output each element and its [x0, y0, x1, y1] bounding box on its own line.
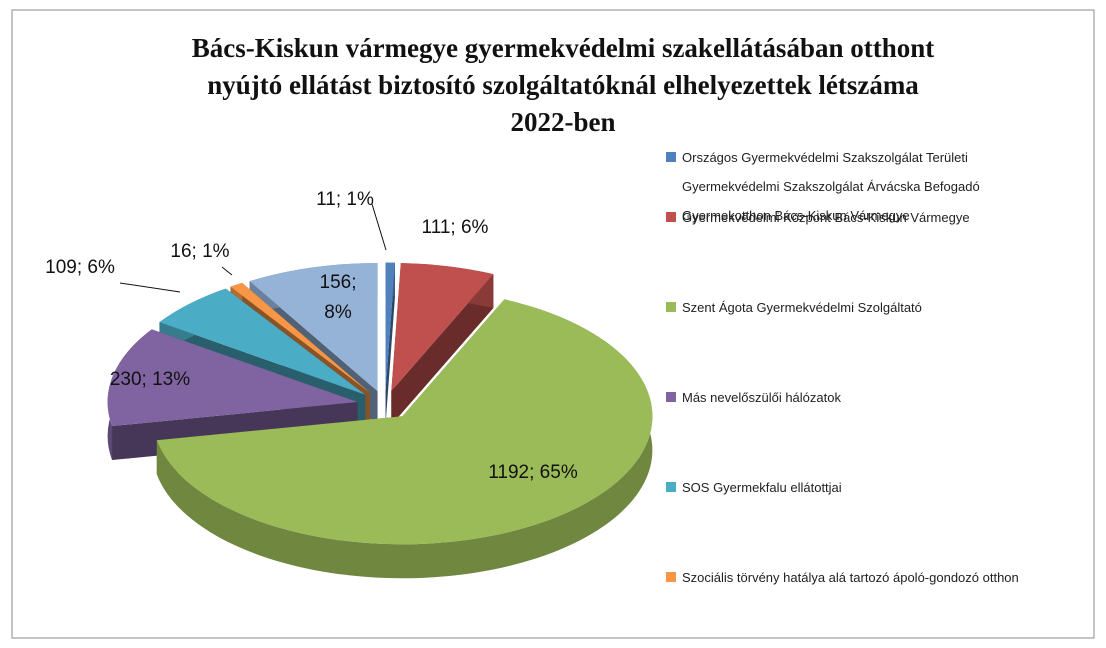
- legend-swatch: [666, 152, 676, 162]
- legend-label: Országos Gyermekvédelmi Szakszolgálat Te…: [682, 150, 980, 223]
- legend-swatch: [666, 482, 676, 492]
- data-label: 16; 1%: [170, 241, 230, 262]
- legend-item: Országos Gyermekvédelmi Szakszolgálat Te…: [666, 143, 1042, 230]
- slice-side: [385, 262, 395, 425]
- slice-top: [391, 263, 494, 392]
- legend-swatch: [666, 392, 676, 402]
- leader-line: [371, 203, 387, 251]
- slice-top: [159, 288, 366, 395]
- slice-top: [230, 282, 371, 393]
- legend-label: Szociális törvény hatálya alá tartozó áp…: [682, 570, 1019, 585]
- data-label: 109; 6%: [45, 257, 115, 278]
- data-label: 111; 6%: [421, 217, 489, 238]
- data-label: 230; 13%: [109, 369, 191, 390]
- slice-top: [156, 299, 653, 545]
- data-label: 11; 1%: [316, 189, 374, 210]
- legend-label: Gyermekvédelmi Központ Bács-Kiskun Várme…: [682, 210, 970, 225]
- leader-line: [221, 266, 233, 276]
- slice: [156, 299, 653, 579]
- slice: [107, 329, 358, 461]
- slice-top: [107, 329, 358, 427]
- slice-top: [249, 263, 378, 392]
- legend-label: SOS Gyermekfalu ellátottjai: [682, 480, 842, 495]
- data-label: 1192; 65%: [488, 462, 578, 483]
- slice-top: [385, 262, 395, 391]
- legend-swatch: [666, 302, 676, 312]
- slice: [385, 262, 395, 425]
- legend-item: SOS Gyermekfalu ellátottjai: [666, 473, 842, 502]
- chart-title: Bács-Kiskun vármegye gyermekvédelmi szak…: [191, 33, 935, 137]
- legend-swatch: [666, 212, 676, 222]
- leader-line: [119, 282, 181, 293]
- chart-border: [11, 9, 1095, 639]
- legend-item: Más nevelőszülői hálózatok: [666, 383, 841, 412]
- slice-side: [391, 274, 494, 426]
- legend-item: Gyermekvédelmi Központ Bács-Kiskun Várme…: [666, 203, 970, 232]
- legend-item: Szent Ágota Gyermekvédelmi Szolgáltató: [666, 293, 922, 322]
- legend-label: Szent Ágota Gyermekvédelmi Szolgáltató: [682, 300, 922, 315]
- legend-item: Szociális törvény hatálya alá tartozó áp…: [666, 563, 1019, 592]
- slice: [391, 263, 494, 426]
- data-label: 156; 8%: [319, 272, 357, 323]
- legend-swatch: [666, 572, 676, 582]
- legend-label: Más nevelőszülői hálózatok: [682, 390, 841, 405]
